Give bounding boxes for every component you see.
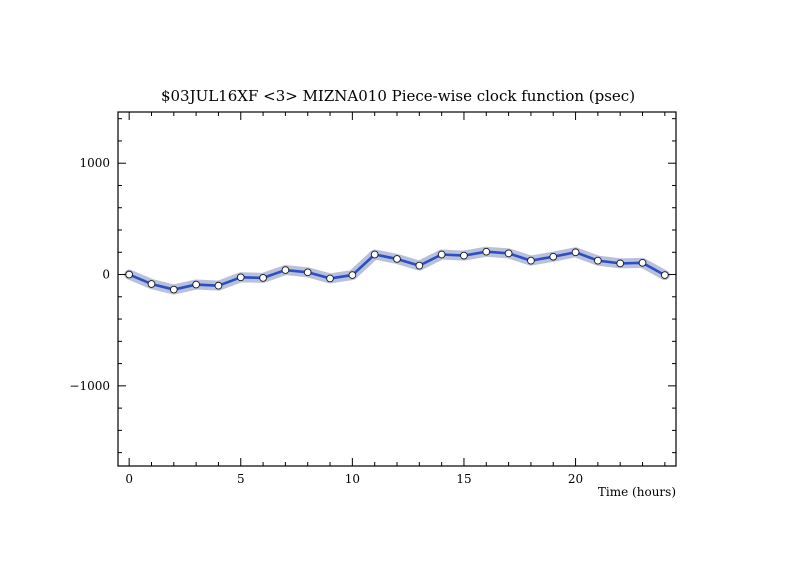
data-point-14: [437, 250, 446, 259]
data-point-17: [504, 249, 513, 258]
x-tick-label-5: 5: [237, 472, 245, 486]
data-point-21: [594, 256, 602, 265]
data-point-5: [236, 273, 245, 282]
data-point-1: [147, 280, 156, 288]
data-point-11: [370, 250, 379, 259]
data-point-13: [415, 261, 424, 270]
data-point-20: [571, 248, 580, 257]
chart-title: $03JUL16XF <3> MIZNA010 Piece-wise clock…: [161, 87, 635, 105]
data-point-7: [281, 266, 290, 274]
data-point-23: [638, 258, 647, 267]
data-point-layer: [125, 247, 669, 294]
data-point-22: [616, 259, 625, 268]
data-point-2: [169, 285, 178, 294]
x-axis-title: Time (hours): [598, 485, 676, 499]
data-point-24: [660, 271, 669, 279]
x-tick-label-0: 0: [125, 472, 133, 486]
data-point-0: [125, 270, 134, 279]
y-tick-labels: −1000 0 1000: [69, 156, 110, 393]
data-point-4: [214, 281, 223, 290]
data-point-19: [549, 252, 558, 261]
data-point-18: [527, 256, 535, 265]
x-tick-labels: 0 5 10 15 20: [125, 472, 583, 486]
data-point-9: [326, 274, 334, 283]
data-point-16: [482, 247, 491, 256]
y-tick-label-1000: 1000: [79, 156, 110, 170]
x-tick-label-15: 15: [456, 472, 471, 486]
data-point-15: [460, 251, 468, 260]
axis-ticks: [118, 112, 676, 466]
data-point-6: [259, 274, 267, 282]
data-point-10: [348, 271, 357, 279]
data-point-8: [303, 268, 312, 277]
data-point-3: [192, 280, 200, 289]
data-point-12: [393, 255, 401, 263]
y-tick-label--1000: −1000: [69, 379, 110, 393]
x-tick-label-10: 10: [345, 472, 360, 486]
y-tick-label-0: 0: [102, 268, 110, 282]
x-tick-label-20: 20: [568, 472, 583, 486]
